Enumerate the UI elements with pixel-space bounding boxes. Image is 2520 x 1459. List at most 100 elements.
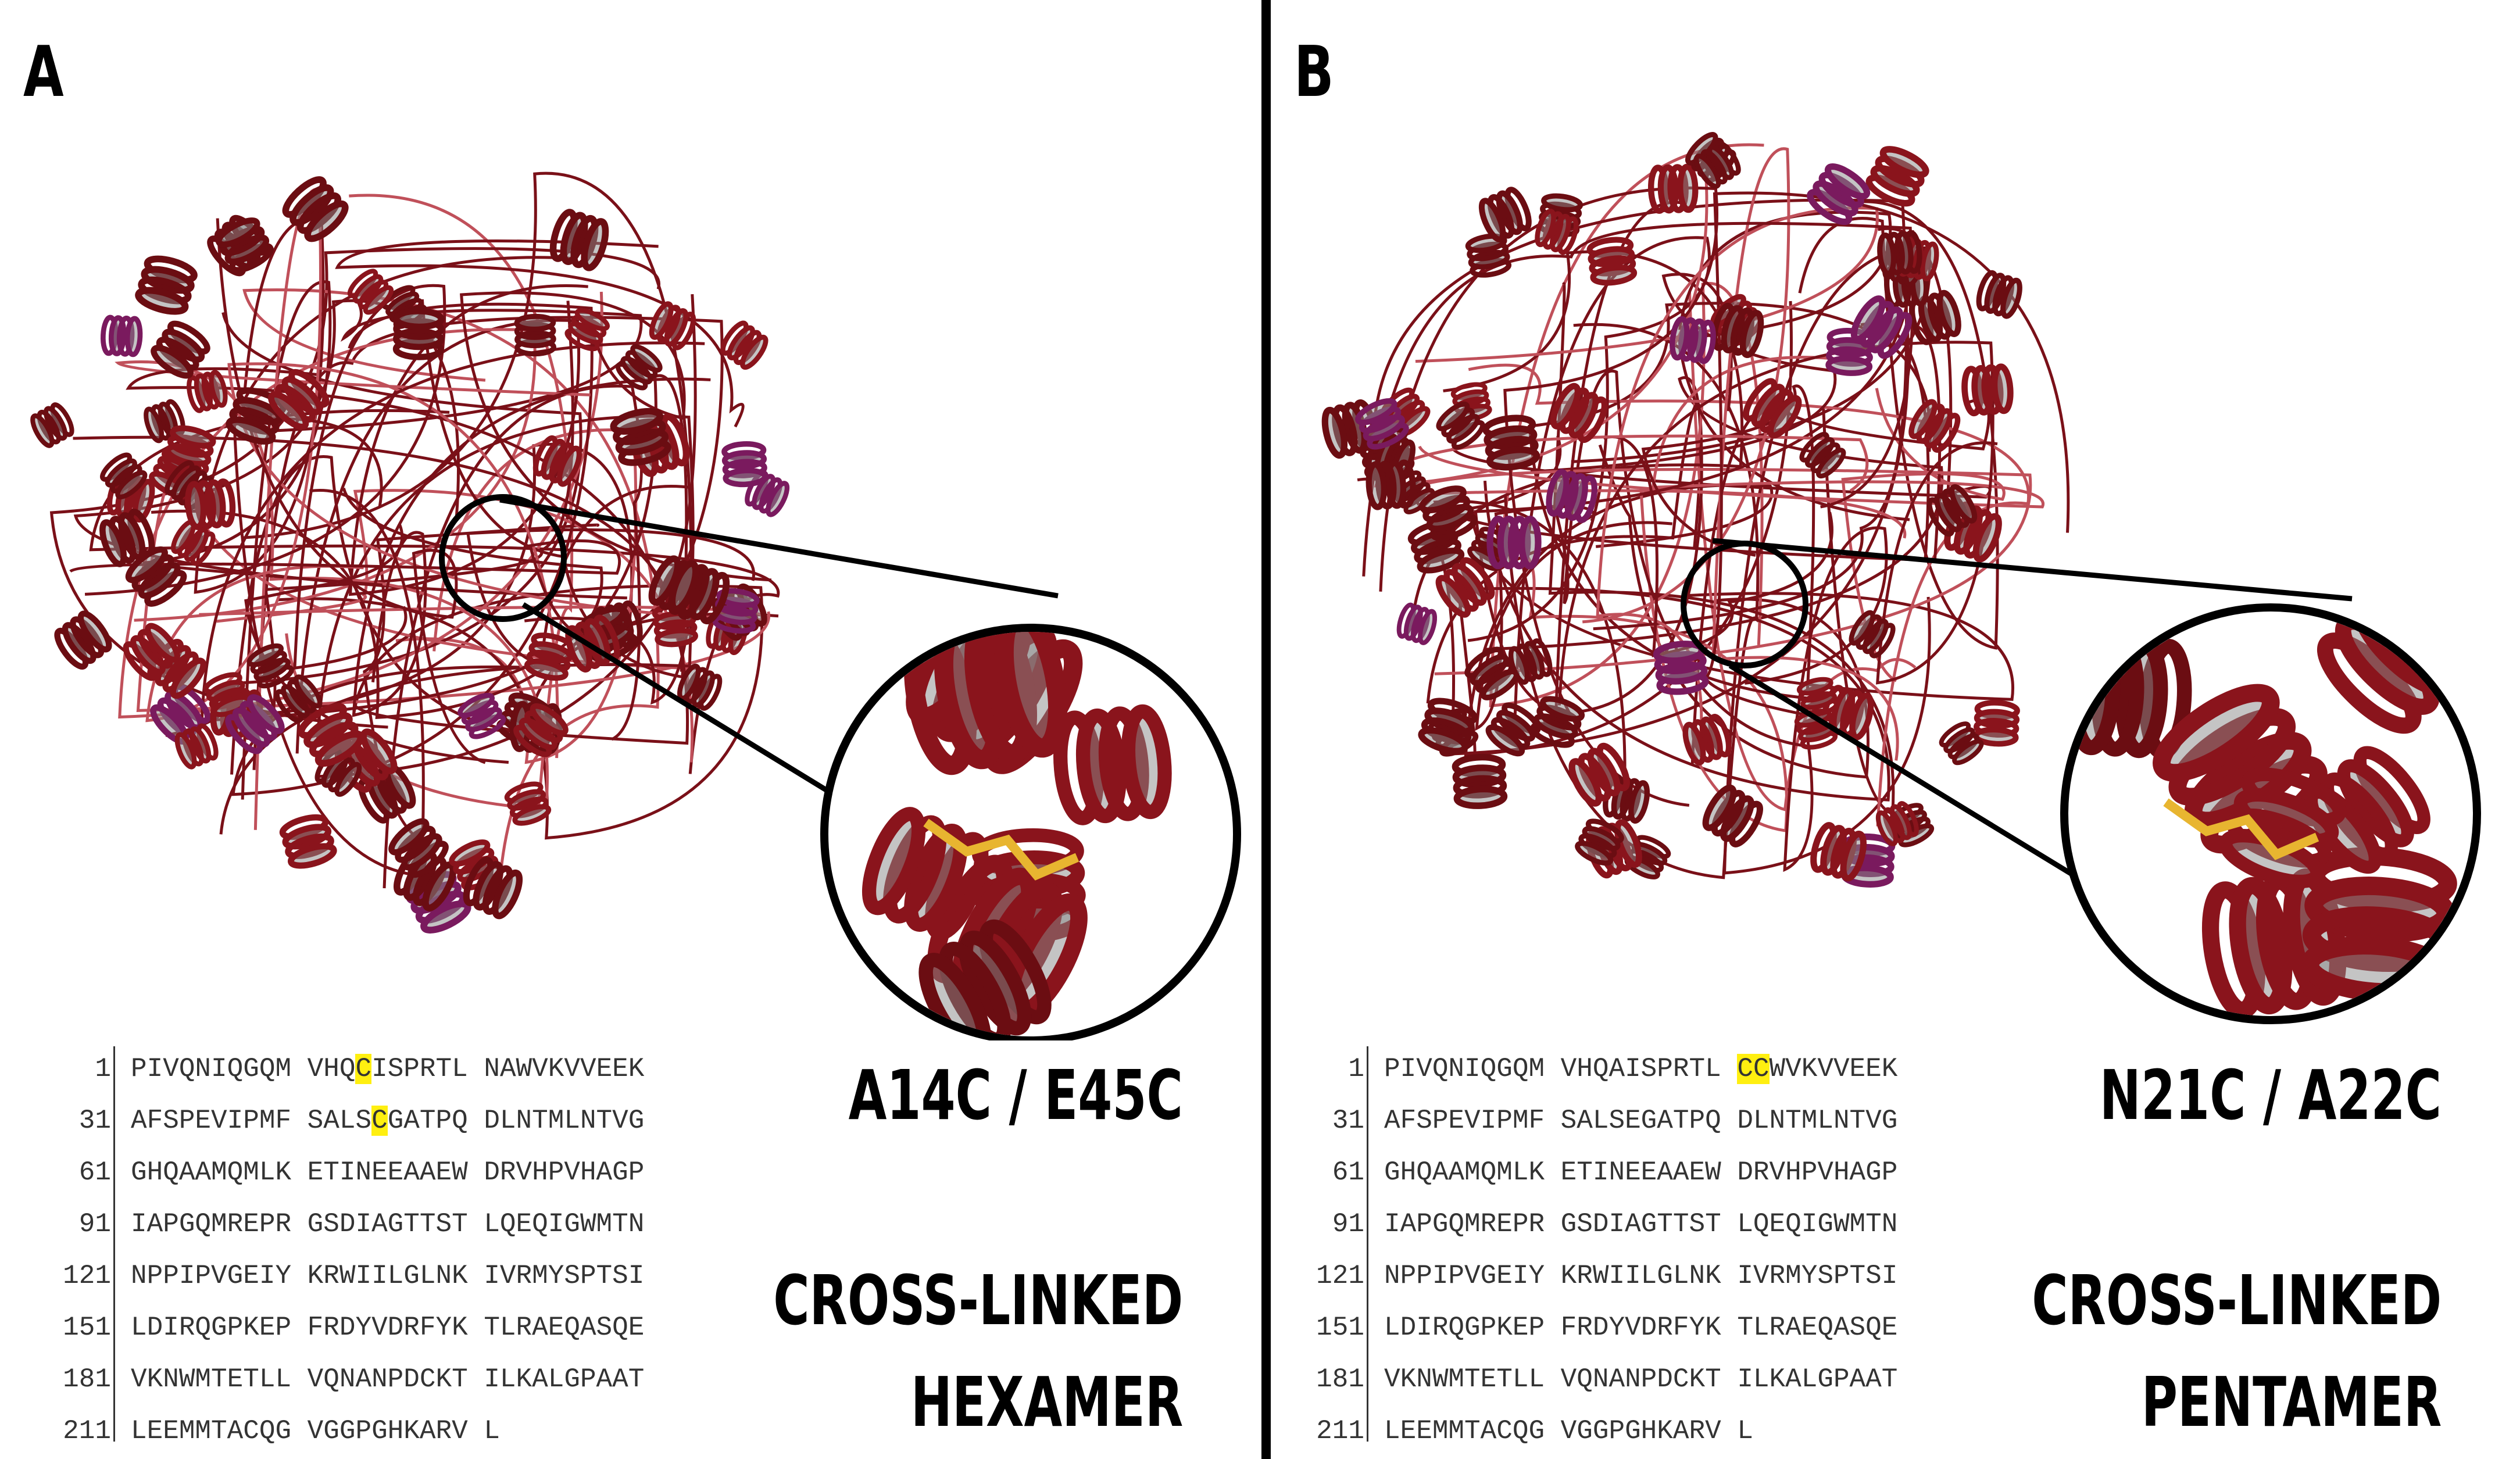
zoom-inset-b <box>2060 603 2481 1024</box>
alpha-helix <box>513 703 569 757</box>
sequence-segment: LDIRQGPKEP <box>1384 1313 1545 1343</box>
sequence-segment: KRWIILGLNK <box>307 1261 468 1291</box>
alpha-helix <box>1926 484 1978 537</box>
alpha-helix <box>904 632 1067 775</box>
alpha-helix <box>279 814 337 869</box>
alpha-helix <box>268 369 330 430</box>
alpha-helix <box>1485 702 1541 757</box>
sequence-row: 181 VKNWMTETLL VQNANPDCKT ILKALGPAAT <box>1316 1354 1897 1406</box>
panel-a: A 1 PIVQNIQGQM VHQCISPRTL NAWVKVVEEK 31 AFS… <box>23 32 1241 1453</box>
sequence-segment: VQNANPDCKT <box>1560 1364 1721 1394</box>
alpha-helix <box>144 399 185 444</box>
sequence-segment: LEEMMTACQG <box>131 1416 292 1446</box>
alpha-helix <box>282 176 349 242</box>
sequence-segment: DRVHPVHAGP <box>484 1157 645 1188</box>
alpha-helix <box>30 402 74 448</box>
coil-loop <box>126 367 689 745</box>
alpha-helix <box>185 478 236 530</box>
coil-loop <box>1603 435 1833 657</box>
alpha-helix <box>1693 140 1741 189</box>
helix-cluster-a <box>30 171 790 934</box>
residue-number: 31 <box>78 1106 111 1136</box>
residue-number: 31 <box>1332 1106 1364 1136</box>
alpha-helix <box>1743 378 1802 439</box>
alpha-helix <box>514 313 556 357</box>
alpha-helix <box>216 217 274 273</box>
sequence-row: 91 IAPGQMREPR GSDIAGTTST LQEQIGWMTN <box>79 1199 645 1250</box>
alpha-helix <box>1053 704 1172 825</box>
assembly-label-b: CROSS-LINKED PENTAMER <box>2032 1250 2442 1453</box>
disulfide-bond <box>2163 798 2319 860</box>
alpha-helix <box>1807 163 1871 226</box>
coil-loop <box>219 171 693 835</box>
coil-loop <box>335 239 745 428</box>
coil-loop <box>460 291 772 582</box>
sequence-segment: LDIRQGPKEP <box>131 1313 292 1343</box>
sequence-segment: VKNWMTETLL <box>131 1364 292 1394</box>
sequence-segment: WVKVVEEK <box>1769 1054 1898 1084</box>
panel-divider <box>1261 0 1271 1459</box>
alpha-helix <box>246 643 294 689</box>
alpha-helix <box>100 452 148 500</box>
zoom-line-top-a <box>499 497 1059 599</box>
alpha-helix <box>1973 700 2020 747</box>
coil-loop <box>1486 487 1789 832</box>
alpha-helix <box>388 818 449 878</box>
alpha-helix <box>1486 516 1542 570</box>
coil-loop <box>383 384 643 889</box>
helix-cluster-b <box>1321 132 2070 888</box>
coil-loop <box>1418 356 2045 509</box>
sequence-segment: FRDYVDRFYK <box>307 1313 468 1343</box>
mutated-residue: C <box>355 1054 372 1084</box>
residue-number: 151 <box>63 1313 111 1343</box>
residue-number: 181 <box>1316 1364 1364 1394</box>
residue-number: 211 <box>1316 1416 1364 1446</box>
sequence-segment: L <box>1737 1416 1753 1446</box>
assembly-label-a: CROSS-LINKED HEXAMER <box>773 1250 1183 1453</box>
sequence-segment: LQEQIGWMTN <box>484 1209 645 1239</box>
residue-number: 91 <box>78 1209 111 1239</box>
alpha-helix <box>1436 401 1485 450</box>
sequence-segment: DRVHPVHAGP <box>1737 1157 1898 1188</box>
alpha-helix <box>1452 753 1508 809</box>
alpha-helix <box>504 781 552 826</box>
sequence-segment: VKNWMTETLL <box>1384 1364 1545 1394</box>
coil-loop <box>199 362 770 759</box>
sequence-segment: TLRAEQASQE <box>1737 1313 1898 1343</box>
sequence-divider-b <box>1367 1046 1368 1442</box>
coil-loop <box>1372 198 1908 631</box>
sequence-segment: AFSPEVIPMF <box>1384 1106 1545 1136</box>
sequence-row: 151 LDIRQGPKEP FRDYVDRFYK TLRAEQASQE <box>63 1302 645 1354</box>
alpha-helix <box>649 301 696 351</box>
alpha-helix <box>721 441 768 488</box>
residue-number: 181 <box>63 1364 111 1394</box>
coil-loop <box>271 295 643 432</box>
sequence-segment: SALS <box>307 1106 372 1136</box>
sequence-segment: PIVQNIQGQM <box>131 1054 292 1084</box>
sequence-row: 181 VKNWMTETLL VQNANPDCKT ILKALGPAAT <box>63 1354 644 1406</box>
coil-loop <box>1688 291 1917 811</box>
alpha-helix <box>1465 233 1512 278</box>
alpha-helix <box>123 623 180 681</box>
alpha-helix <box>162 425 216 476</box>
coil-loop <box>73 299 685 679</box>
sequence-segment: TLRAEQASQE <box>484 1313 645 1343</box>
coil-loop <box>1582 147 1899 761</box>
alpha-helix <box>54 610 112 670</box>
sequence-segment: IVRMYSPTSI <box>484 1261 645 1291</box>
coil-loop <box>1557 341 1998 706</box>
sequence-segment: LQEQIGWMTN <box>1737 1209 1898 1239</box>
panel-letter-a: A <box>23 32 64 113</box>
alpha-helix <box>1603 774 1650 824</box>
alpha-helix <box>151 320 210 379</box>
alpha-helix <box>1366 459 1416 510</box>
residue-number: 1 <box>95 1054 111 1084</box>
sequence-segment: ISPRTL <box>371 1054 468 1084</box>
alpha-helix <box>1875 801 1919 846</box>
residue-number: 151 <box>1316 1313 1364 1343</box>
alpha-helix <box>610 407 671 466</box>
alpha-helix <box>1419 485 1478 541</box>
coil-loop <box>194 217 570 594</box>
alpha-helix <box>1908 399 1961 453</box>
alpha-helix <box>174 723 219 770</box>
